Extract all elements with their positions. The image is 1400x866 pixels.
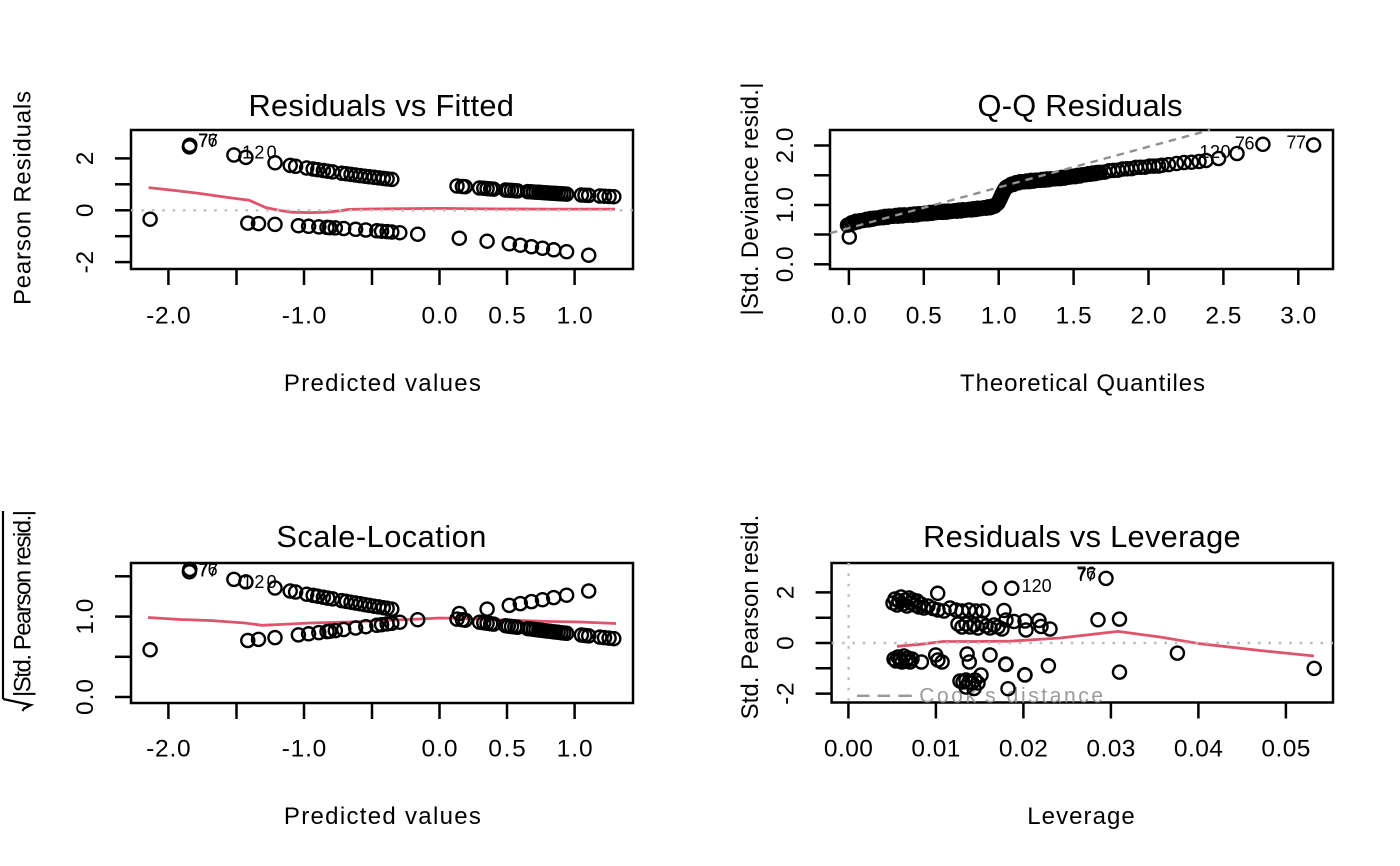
- svg-text:-2: -2: [773, 682, 800, 705]
- svg-text:0.5: 0.5: [488, 736, 526, 763]
- svg-text:76: 76: [198, 130, 218, 150]
- svg-text:1.5: 1.5: [1056, 303, 1092, 330]
- svg-text:77: 77: [1077, 565, 1097, 585]
- svg-text:120: 120: [1022, 576, 1052, 596]
- svg-text:0.0: 0.0: [422, 303, 458, 330]
- svg-text:77: 77: [198, 561, 218, 581]
- svg-text:1.0: 1.0: [772, 187, 799, 223]
- svg-text:-1.0: -1.0: [282, 303, 327, 330]
- svg-text:0.00: 0.00: [824, 736, 873, 763]
- svg-text:Theoretical Quantiles: Theoretical Quantiles: [960, 370, 1205, 397]
- svg-text:Leverage: Leverage: [1027, 803, 1135, 830]
- svg-text:120: 120: [1200, 142, 1231, 162]
- svg-text:|Std. Deviance resid.|: |Std. Deviance resid.|: [737, 83, 764, 316]
- svg-text:Scale-Location: Scale-Location: [276, 519, 486, 554]
- svg-text:0: 0: [72, 203, 99, 217]
- svg-text:0.01: 0.01: [911, 736, 960, 763]
- svg-text:120: 120: [242, 572, 277, 592]
- svg-text:2.0: 2.0: [1131, 303, 1167, 330]
- svg-text:76: 76: [1235, 133, 1255, 153]
- svg-text:2.5: 2.5: [1205, 303, 1241, 330]
- svg-text:|Std. Pearson resid.|: |Std. Pearson resid.|: [10, 510, 37, 697]
- svg-text:-2.0: -2.0: [146, 303, 191, 330]
- svg-text:0.5: 0.5: [906, 303, 942, 330]
- svg-text:0.5: 0.5: [488, 303, 526, 330]
- svg-text:0.05: 0.05: [1261, 736, 1310, 763]
- svg-text:2: 2: [773, 586, 800, 600]
- svg-text:120: 120: [242, 142, 277, 162]
- svg-text:1.0: 1.0: [557, 736, 593, 763]
- svg-text:76: 76: [1076, 564, 1096, 584]
- svg-text:Q-Q Residuals: Q-Q Residuals: [978, 88, 1183, 123]
- svg-text:0.0: 0.0: [422, 736, 458, 763]
- svg-text:0.04: 0.04: [1174, 736, 1223, 763]
- svg-text:0.0: 0.0: [831, 303, 867, 330]
- svg-text:1.0: 1.0: [72, 599, 99, 635]
- svg-text:0: 0: [773, 636, 800, 650]
- svg-text:1.0: 1.0: [981, 303, 1017, 330]
- svg-text:3.0: 3.0: [1280, 303, 1316, 330]
- svg-text:77: 77: [198, 131, 218, 151]
- svg-text:Std. Pearson resid.: Std. Pearson resid.: [737, 515, 764, 720]
- svg-text:Residuals vs Fitted: Residuals vs Fitted: [248, 88, 514, 123]
- svg-text:2: 2: [72, 152, 99, 166]
- svg-text:-1.0: -1.0: [282, 736, 327, 763]
- svg-text:-2: -2: [72, 251, 99, 274]
- svg-text:Residuals vs Leverage: Residuals vs Leverage: [923, 519, 1241, 554]
- svg-text:77: 77: [1286, 133, 1306, 153]
- svg-text:2.0: 2.0: [772, 128, 799, 164]
- svg-text:0.02: 0.02: [999, 736, 1048, 763]
- svg-text:Pearson Residuals: Pearson Residuals: [10, 91, 37, 305]
- svg-text:Predicted values: Predicted values: [284, 370, 481, 397]
- svg-text:0.0: 0.0: [772, 246, 799, 282]
- svg-text:-2.0: -2.0: [146, 736, 191, 763]
- svg-text:0.03: 0.03: [1086, 736, 1135, 763]
- svg-text:76: 76: [198, 560, 218, 580]
- svg-text:0.0: 0.0: [72, 679, 99, 715]
- svg-text:1.0: 1.0: [557, 303, 593, 330]
- svg-text:Predicted values: Predicted values: [284, 803, 481, 830]
